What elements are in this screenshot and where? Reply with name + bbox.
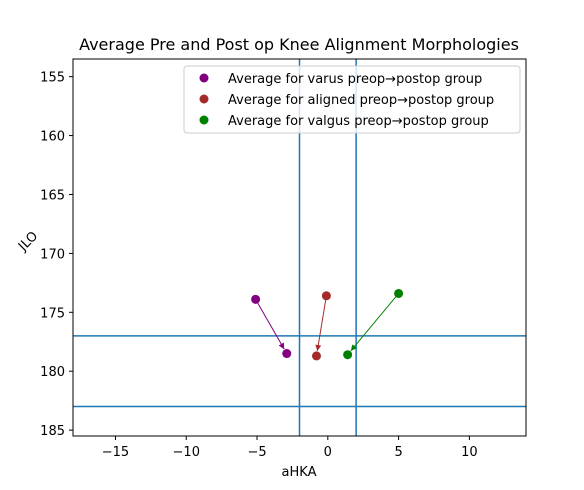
- x-axis-title: aHKA: [282, 465, 317, 480]
- legend-box: [183, 65, 521, 134]
- x-tick-label: −10: [173, 445, 200, 460]
- legend-label: Average for valgus preop→postop group: [228, 114, 489, 129]
- chart-title: Average Pre and Post op Knee Alignment M…: [79, 35, 519, 54]
- legend-label: Average for aligned preop→postop group: [228, 93, 494, 108]
- change-arrow: [315, 295, 327, 352]
- legend: Average for varus preop→postop group Aver…: [183, 65, 521, 134]
- plot-area: −15 −10 −5 0 5 10 155 160 165 170 175 180 185: [40, 58, 527, 460]
- postop-point: [343, 350, 353, 360]
- preop-point: [394, 288, 404, 298]
- postop-point: [311, 351, 321, 361]
- y-tick-label: 180: [40, 365, 65, 380]
- x-tick-label: −5: [247, 445, 266, 460]
- postop-point: [282, 349, 292, 359]
- legend-marker: [199, 115, 209, 125]
- preop-point: [321, 291, 331, 301]
- legend-marker: [199, 73, 209, 83]
- y-tick-label: 175: [40, 306, 65, 321]
- x-tick-label: 10: [461, 445, 478, 460]
- y-tick-label: 185: [40, 424, 65, 439]
- y-tick-label: 165: [40, 188, 65, 203]
- x-tick-label: 0: [324, 445, 332, 460]
- x-tick-label: −15: [102, 445, 129, 460]
- x-tick-label: 5: [394, 445, 402, 460]
- axes-frame: [72, 58, 527, 437]
- y-tick-label: 155: [40, 71, 65, 86]
- change-arrow: [255, 299, 285, 350]
- preop-point: [251, 294, 261, 304]
- change-arrow: [350, 293, 399, 352]
- legend-marker: [199, 94, 209, 104]
- y-tick-label: 170: [40, 247, 65, 262]
- legend-label: Average for varus preop→postop group: [228, 72, 482, 87]
- y-tick-label: 160: [40, 130, 65, 145]
